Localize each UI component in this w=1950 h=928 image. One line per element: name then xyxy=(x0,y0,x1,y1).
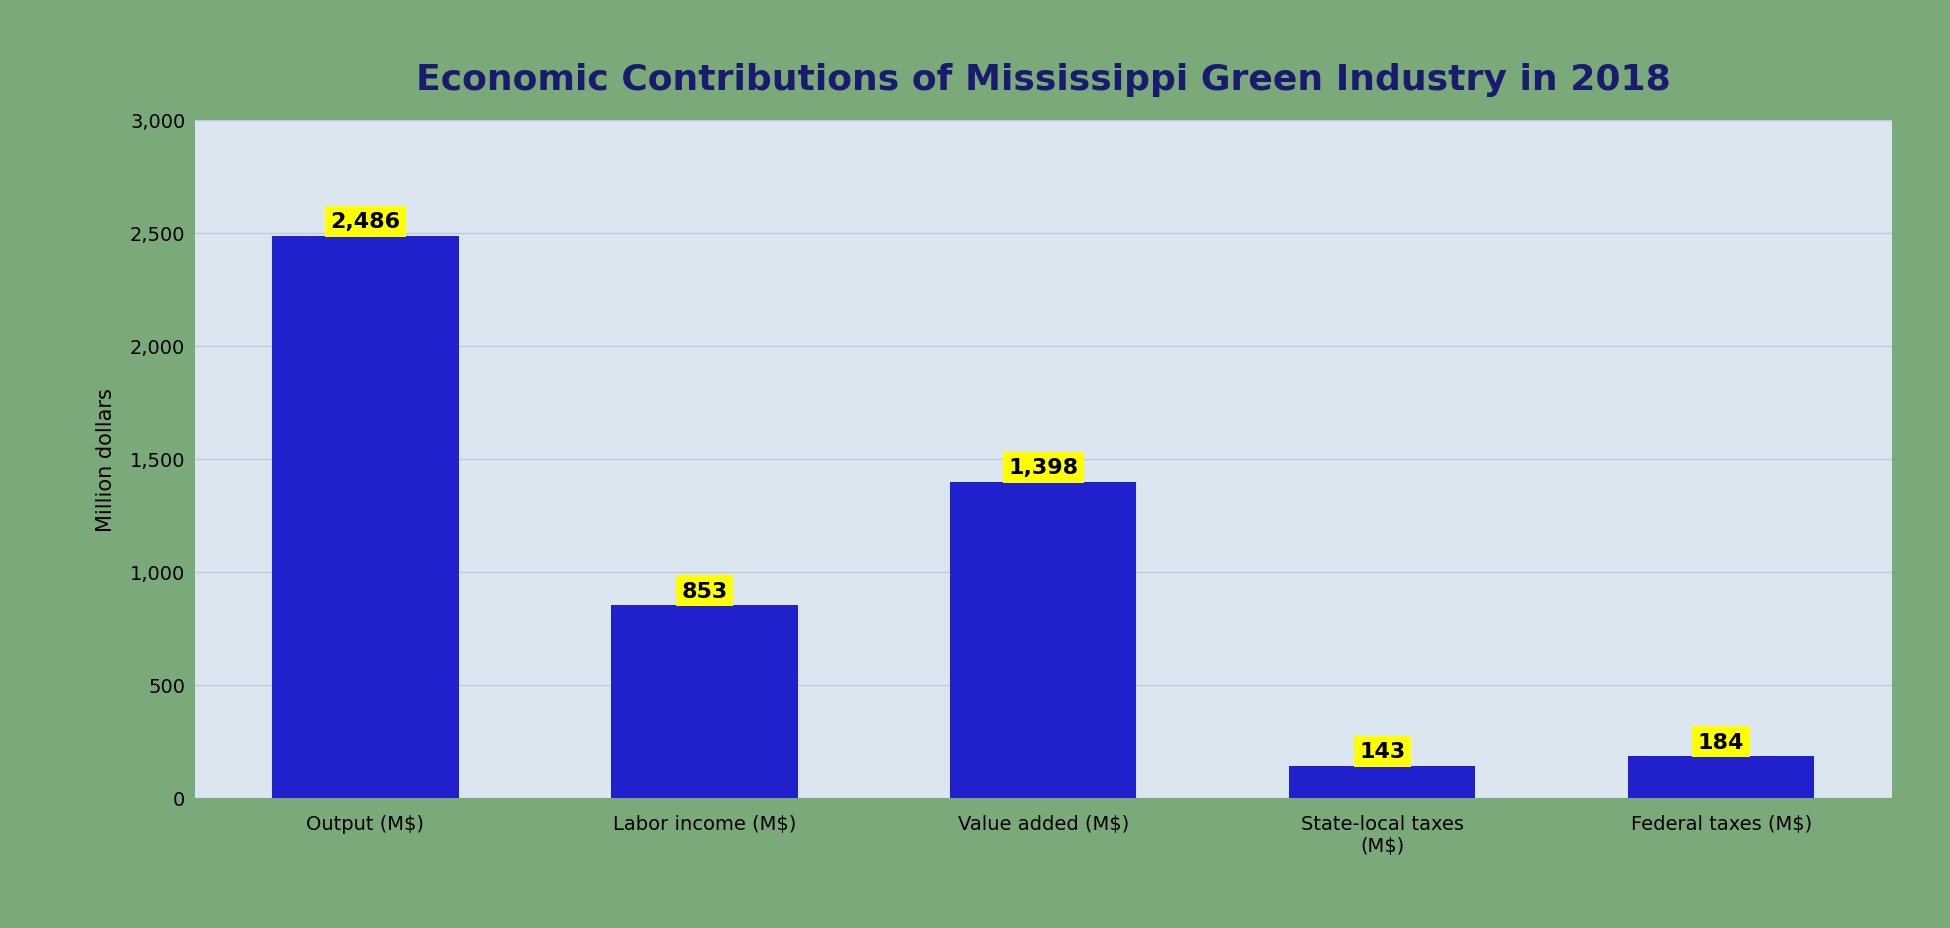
Text: 184: 184 xyxy=(1698,732,1745,752)
Bar xyxy=(950,483,1137,798)
Text: 143: 143 xyxy=(1359,741,1406,761)
Title: Economic Contributions of Mississippi Green Industry in 2018: Economic Contributions of Mississippi Gr… xyxy=(415,63,1671,97)
Text: 853: 853 xyxy=(681,581,727,601)
Bar xyxy=(1628,756,1814,798)
Text: 1,398: 1,398 xyxy=(1008,458,1078,478)
Bar xyxy=(1289,766,1476,798)
Bar xyxy=(273,237,458,798)
Y-axis label: Million dollars: Million dollars xyxy=(96,388,115,531)
Text: 2,486: 2,486 xyxy=(330,213,400,232)
Bar xyxy=(610,605,798,798)
